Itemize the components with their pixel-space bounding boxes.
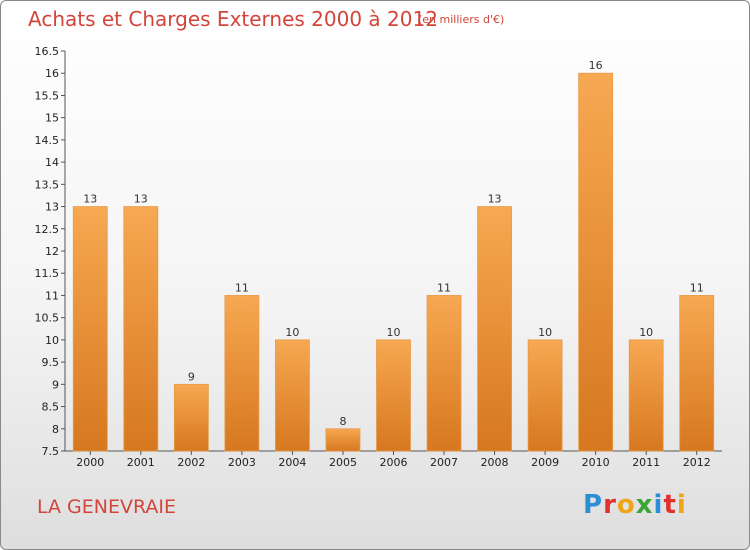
data-label: 13 [488,193,502,206]
bar [527,339,563,452]
logo-letter: i [676,490,687,520]
bar [426,295,462,452]
y-tick-label: 16.5 [35,45,60,58]
data-label: 10 [285,326,299,339]
x-tick-label: 2007 [430,456,458,469]
y-tick-label: 15.5 [35,89,60,102]
logo-letter: x [635,490,654,520]
data-label: 9 [188,370,195,383]
x-tick-label: 2003 [228,456,256,469]
place-name: LA GENEVRAIE [37,496,177,518]
logo-letter: o [616,490,636,520]
data-label: 10 [639,326,653,339]
bar [628,339,664,452]
logo-letter: i [653,490,664,520]
y-tick-label: 12.5 [35,223,60,236]
data-label: 16 [589,59,603,72]
data-label: 10 [387,326,401,339]
y-tick-label: 10.5 [35,312,60,325]
data-label: 11 [235,281,249,294]
x-tick-label: 2005 [329,456,357,469]
data-label: 11 [690,281,704,294]
x-tick-label: 2000 [76,456,104,469]
x-tick-label: 2010 [582,456,610,469]
logo-letter: t [663,490,677,520]
y-tick-label: 11 [45,289,59,302]
x-tick-label: 2011 [632,456,660,469]
y-tick-label: 8 [52,423,59,436]
x-tick-label: 2001 [127,456,155,469]
logo-letter: r [603,490,617,520]
y-tick-label: 15 [45,112,59,125]
x-tick-label: 2002 [177,456,205,469]
x-tick-label: 2008 [481,456,509,469]
y-tick-label: 13 [45,201,59,214]
bar [679,295,715,452]
y-tick-label: 14 [45,156,59,169]
proxiti-logo: Proxiti [583,490,687,520]
x-tick-label: 2004 [278,456,306,469]
y-tick-label: 16 [45,67,59,80]
bar [325,428,361,452]
x-tick-label: 2006 [380,456,408,469]
x-tick-label: 2012 [683,456,711,469]
y-tick-label: 9.5 [42,356,60,369]
y-tick-label: 9 [52,378,59,391]
bar [477,206,512,452]
data-label: 10 [538,326,552,339]
x-tick-label: 2009 [531,456,559,469]
bar [578,72,614,452]
y-tick-label: 7.5 [42,445,60,458]
bar [224,295,260,452]
logo-letter: P [583,490,604,520]
data-label: 13 [134,193,148,206]
y-tick-label: 12 [45,245,59,258]
y-tick-label: 10 [45,334,59,347]
bar [376,339,411,452]
data-label: 11 [437,281,451,294]
y-tick-label: 8.5 [42,401,60,414]
y-tick-label: 13.5 [35,178,60,191]
y-tick-label: 14.5 [35,134,60,147]
chart-subtitle: (en milliers d'€) [418,13,505,26]
data-label: 8 [339,415,346,428]
data-label: 13 [83,193,97,206]
bar [123,206,159,452]
y-tick-label: 11.5 [35,267,60,280]
bar [72,206,108,452]
chart-title: Achats et Charges Externes 2000 à 2012 [28,7,438,31]
bar [275,339,310,452]
bar [173,383,209,452]
